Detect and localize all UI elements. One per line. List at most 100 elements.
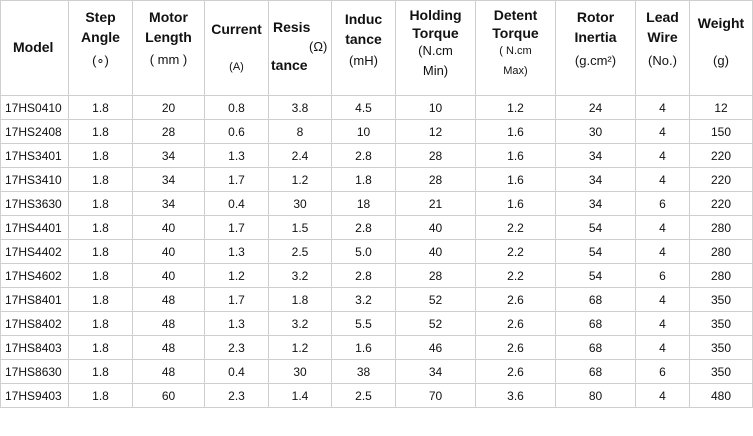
cell-motor-length: 48: [132, 311, 205, 336]
cell-weight: 220: [689, 143, 753, 168]
cell-motor-length: 40: [132, 215, 205, 240]
cell-holding-torque: 40: [395, 239, 476, 264]
cell-motor-length: 40: [132, 263, 205, 288]
cell-current: 1.3: [204, 239, 269, 264]
cell-motor-length: 48: [132, 359, 205, 384]
cell-inductance: 1.8: [331, 167, 396, 192]
header-holding-torque: Holding Torque (N.cm Min): [395, 0, 476, 96]
cell-weight: 12: [689, 95, 753, 120]
cell-weight: 350: [689, 359, 753, 384]
header-holding-line4: Min): [422, 63, 449, 78]
header-holding-line1: Holding: [409, 7, 462, 23]
cell-current: 0.4: [204, 191, 269, 216]
cell-resistance: 1.8: [268, 287, 332, 312]
table-row: 17HS0410 1.8 20 0.8 3.8 4.5 10 1.2 24 4 12: [0, 95, 753, 120]
header-inductance-line1: Induc: [344, 11, 383, 27]
cell-detent-torque: 2.6: [475, 287, 556, 312]
cell-lead-wire: 6: [635, 359, 690, 384]
cell-holding-torque: 52: [395, 287, 476, 312]
header-step-line1: Step: [85, 9, 116, 25]
cell-resistance: 1.4: [268, 383, 332, 408]
cell-model: 17HS4401: [0, 215, 69, 240]
cell-holding-torque: 40: [395, 215, 476, 240]
cell-inductance: 3.2: [331, 287, 396, 312]
cell-holding-torque: 10: [395, 95, 476, 120]
cell-resistance: 1.5: [268, 215, 332, 240]
header-length-unit: ( mm ): [149, 52, 188, 67]
cell-detent-torque: 2.6: [475, 359, 556, 384]
header-step-angle: Step Angle (∘): [68, 0, 133, 96]
cell-current: 0.6: [204, 119, 269, 144]
header-detent-line3: ( N.cm: [499, 45, 532, 57]
cell-step-angle: 1.8: [68, 191, 133, 216]
header-current: Current (A): [204, 0, 269, 96]
table-row: 17HS8630 1.8 48 0.4 30 38 34 2.6 68 6 350: [0, 359, 753, 384]
header-inertia-line1: Rotor: [576, 9, 615, 25]
cell-holding-torque: 34: [395, 359, 476, 384]
cell-resistance: 8: [268, 119, 332, 144]
cell-weight: 350: [689, 287, 753, 312]
table-row: 17HS4402 1.8 40 1.3 2.5 5.0 40 2.2 54 4 280: [0, 239, 753, 264]
cell-model: 17HS8630: [0, 359, 69, 384]
header-resistance-line2: tance: [271, 57, 308, 73]
header-lead-wire: Lead Wire (No.): [635, 0, 690, 96]
cell-inductance: 2.8: [331, 215, 396, 240]
cell-holding-torque: 21: [395, 191, 476, 216]
cell-model: 17HS3401: [0, 143, 69, 168]
header-resistance-unit: (Ω): [309, 39, 328, 54]
header-detent-line1: Detent: [493, 7, 538, 23]
stepper-motor-spec-table: Model Step Angle (∘) Motor Length ( mm )…: [0, 0, 753, 408]
cell-inductance: 2.5: [331, 383, 396, 408]
header-row: Model Step Angle (∘) Motor Length ( mm )…: [0, 0, 753, 96]
cell-holding-torque: 12: [395, 119, 476, 144]
cell-detent-torque: 2.2: [475, 215, 556, 240]
header-resistance-block: Resis (Ω) tance: [270, 9, 331, 89]
cell-motor-length: 34: [132, 143, 205, 168]
cell-current: 1.7: [204, 287, 269, 312]
cell-holding-torque: 70: [395, 383, 476, 408]
table-header: Model Step Angle (∘) Motor Length ( mm )…: [0, 0, 753, 96]
cell-inductance: 5.0: [331, 239, 396, 264]
cell-rotor-inertia: 24: [555, 95, 636, 120]
cell-detent-torque: 2.6: [475, 335, 556, 360]
cell-holding-torque: 46: [395, 335, 476, 360]
header-motor-length: Motor Length ( mm ): [132, 0, 205, 96]
cell-step-angle: 1.8: [68, 143, 133, 168]
cell-rotor-inertia: 80: [555, 383, 636, 408]
cell-detent-torque: 1.2: [475, 95, 556, 120]
cell-rotor-inertia: 68: [555, 311, 636, 336]
cell-current: 2.3: [204, 335, 269, 360]
cell-current: 2.3: [204, 383, 269, 408]
cell-detent-torque: 1.6: [475, 191, 556, 216]
header-lead-unit: (No.): [648, 53, 677, 68]
cell-model: 17HS4402: [0, 239, 69, 264]
cell-weight: 220: [689, 167, 753, 192]
cell-current: 0.4: [204, 359, 269, 384]
cell-rotor-inertia: 34: [555, 191, 636, 216]
cell-step-angle: 1.8: [68, 215, 133, 240]
cell-lead-wire: 4: [635, 335, 690, 360]
cell-lead-wire: 4: [635, 95, 690, 120]
cell-lead-wire: 4: [635, 119, 690, 144]
header-inductance-line2: tance: [345, 31, 382, 47]
header-length-line2: Length: [145, 29, 192, 45]
table-row: 17HS2408 1.8 28 0.6 8 10 12 1.6 30 4 150: [0, 119, 753, 144]
cell-motor-length: 20: [132, 95, 205, 120]
cell-lead-wire: 4: [635, 167, 690, 192]
cell-motor-length: 40: [132, 239, 205, 264]
cell-lead-wire: 4: [635, 215, 690, 240]
cell-resistance: 3.2: [268, 263, 332, 288]
cell-holding-torque: 28: [395, 167, 476, 192]
cell-resistance: 1.2: [268, 167, 332, 192]
cell-resistance: 2.5: [268, 239, 332, 264]
cell-inductance: 18: [331, 191, 396, 216]
header-current-unit: (A): [229, 61, 244, 73]
header-resistance: Resis (Ω) tance: [268, 0, 332, 96]
table-body: 17HS0410 1.8 20 0.8 3.8 4.5 10 1.2 24 4 12 17HS2408…: [0, 95, 753, 408]
table-row: 17HS3401 1.8 34 1.3 2.4 2.8 28 1.6 34 4 220: [0, 143, 753, 168]
table-row: 17HS4401 1.8 40 1.7 1.5 2.8 40 2.2 54 4 280: [0, 215, 753, 240]
header-inertia-line2: Inertia: [574, 29, 617, 45]
cell-step-angle: 1.8: [68, 119, 133, 144]
cell-motor-length: 48: [132, 287, 205, 312]
cell-weight: 280: [689, 263, 753, 288]
